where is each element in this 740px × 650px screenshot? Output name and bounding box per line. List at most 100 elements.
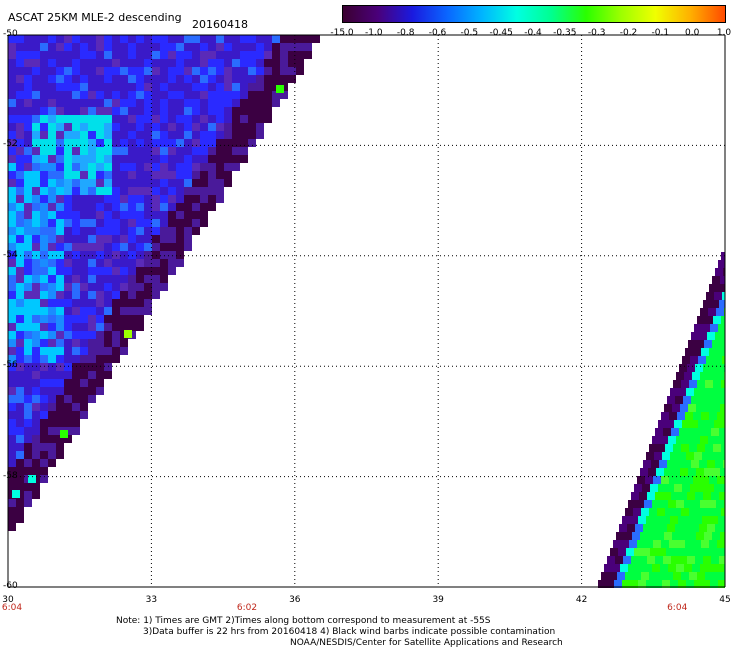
swath-cell	[680, 404, 688, 412]
swath-cell	[668, 436, 676, 444]
swath-cell	[48, 219, 56, 227]
swath-cell	[8, 523, 16, 531]
swath-cell	[24, 283, 32, 291]
swath-cell	[32, 123, 40, 131]
swath-cell	[136, 155, 144, 163]
swath-cell	[304, 51, 312, 59]
swath-cell	[8, 419, 16, 427]
swath-cell	[296, 35, 304, 43]
swath-cell	[8, 291, 16, 299]
swath-cell	[104, 171, 112, 179]
swath-cell	[24, 371, 32, 379]
swath-cell	[88, 195, 96, 203]
swath-cell	[72, 187, 80, 195]
swath-cell	[184, 107, 192, 115]
swath-cell	[120, 83, 128, 91]
swath-cell	[48, 171, 56, 179]
swath-cell	[8, 203, 16, 211]
swath-cell	[32, 339, 40, 347]
swath-cell	[32, 171, 40, 179]
swath-cell	[152, 139, 160, 147]
swath-cell	[104, 59, 112, 67]
swath-cell	[216, 163, 224, 171]
swath-cell	[96, 131, 104, 139]
swath-cell	[56, 355, 64, 363]
swath-cell	[40, 67, 48, 75]
swath-cell	[176, 235, 184, 243]
swath-cell	[120, 107, 128, 115]
time-label: 6:02	[236, 603, 258, 613]
swath-cell	[40, 51, 48, 59]
swath-cell	[672, 468, 680, 476]
swath-cell	[667, 460, 675, 468]
swath-cell	[128, 235, 136, 243]
swath-cell	[192, 35, 200, 43]
swath-cell	[64, 115, 72, 123]
swath-cell	[152, 131, 160, 139]
swath-cell	[48, 107, 56, 115]
swath-cell	[208, 123, 216, 131]
swath-cell	[702, 516, 710, 524]
swath-cell	[168, 243, 176, 251]
swath-cell	[16, 251, 24, 259]
swath-cell	[304, 43, 312, 51]
swath-cell	[88, 147, 96, 155]
swath-cell	[720, 340, 725, 348]
swath-cell	[264, 59, 272, 67]
swath-cell	[64, 35, 72, 43]
swath-cell	[56, 379, 64, 387]
swath-cell	[104, 51, 112, 59]
longitude-label: 45	[719, 595, 731, 605]
swath-cell	[200, 51, 208, 59]
swath-cell	[709, 476, 717, 484]
swath-cell	[32, 115, 40, 123]
swath-cell	[208, 35, 216, 43]
swath-cell	[232, 147, 240, 155]
swath-cell	[626, 548, 634, 556]
swath-cell	[96, 195, 104, 203]
swath-cell	[120, 339, 128, 347]
swath-cell	[208, 203, 216, 211]
swath-cell	[88, 379, 96, 387]
swath-cell	[48, 459, 56, 467]
swath-cell	[104, 299, 112, 307]
swath-cell	[112, 59, 120, 67]
swath-cell	[112, 179, 120, 187]
swath-cell	[200, 211, 208, 219]
swath-cell	[56, 67, 64, 75]
swath-cell	[104, 187, 112, 195]
swath-cell	[40, 331, 48, 339]
swath-cell	[72, 267, 80, 275]
swath-cell	[240, 51, 248, 59]
swath-cell	[16, 195, 24, 203]
swath-cell	[628, 500, 636, 508]
swath-cell	[16, 107, 24, 115]
swath-cell	[670, 388, 678, 396]
swath-cell	[64, 259, 72, 267]
swath-cell	[120, 163, 128, 171]
swath-cell	[700, 308, 708, 316]
swath-cell	[703, 556, 711, 564]
swath-cell	[80, 139, 88, 147]
swath-cell	[40, 83, 48, 91]
swath-cell	[96, 315, 104, 323]
swath-cell	[168, 203, 176, 211]
swath-cell	[224, 179, 232, 187]
swath-cell	[96, 251, 104, 259]
swath-cell	[696, 340, 704, 348]
swath-cell	[120, 283, 128, 291]
swath-cell	[96, 187, 104, 195]
swath-cell	[32, 179, 40, 187]
swath-cell	[176, 91, 184, 99]
swath-cell	[721, 572, 725, 580]
swath-cell	[112, 203, 120, 211]
swath-cell	[56, 419, 64, 427]
swath-cell	[652, 436, 660, 444]
swath-cell	[144, 51, 152, 59]
swath-cell	[160, 267, 168, 275]
swath-cell	[40, 147, 48, 155]
swath-cell	[48, 147, 56, 155]
swath-cell	[712, 276, 720, 284]
swath-cell	[709, 412, 717, 420]
swath-cell	[697, 572, 705, 580]
